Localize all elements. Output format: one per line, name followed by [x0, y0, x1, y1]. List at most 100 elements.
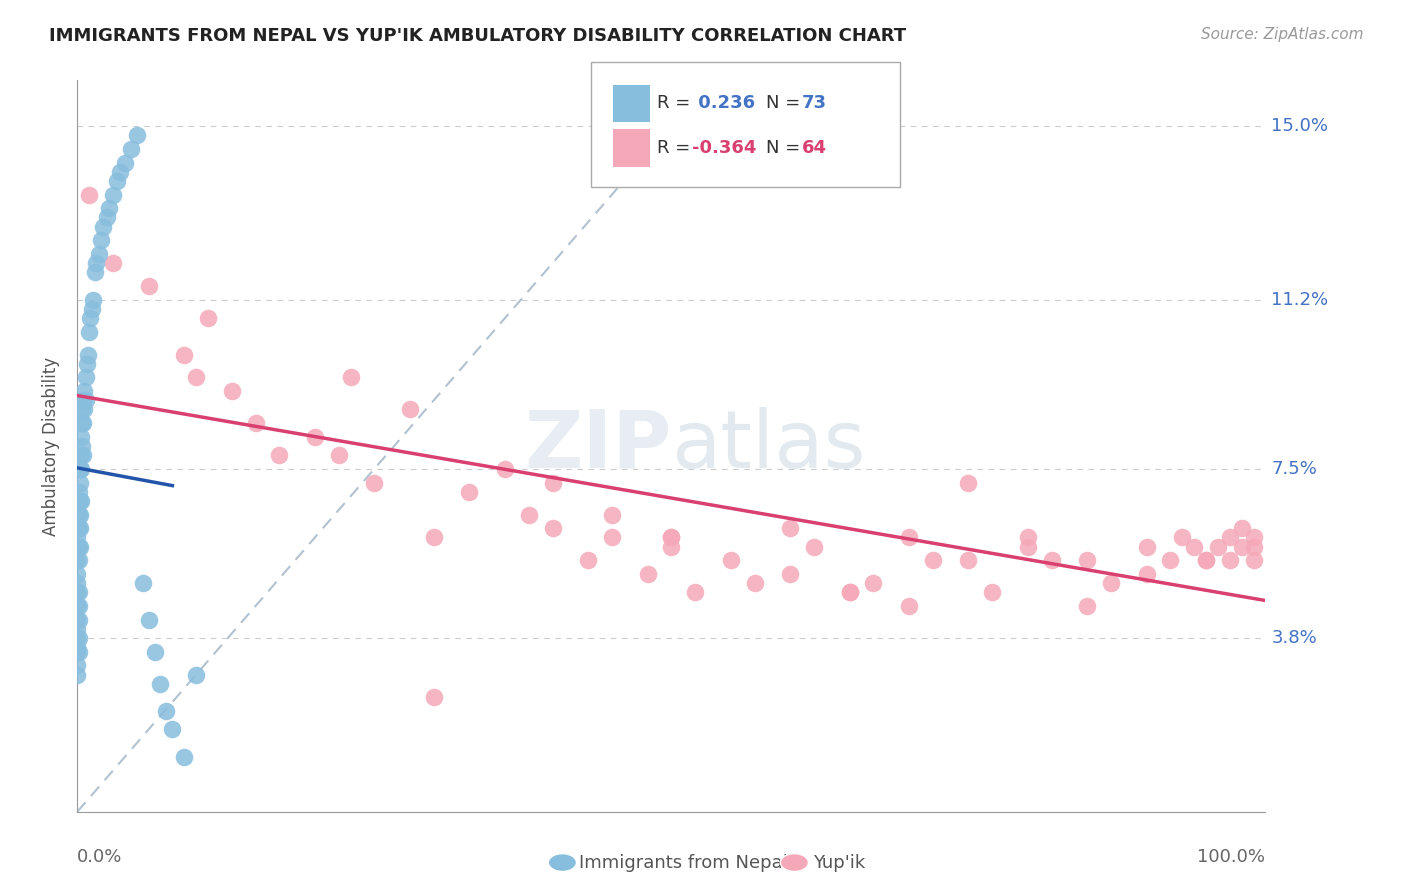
- Point: [921, 553, 943, 567]
- Point: [720, 553, 742, 567]
- Point: [67, 484, 90, 499]
- Point: [339, 370, 361, 384]
- Point: [1195, 553, 1218, 567]
- Point: [76, 357, 98, 371]
- Point: [1219, 530, 1241, 544]
- Point: [981, 585, 1004, 599]
- Point: [149, 676, 172, 690]
- Point: [114, 155, 136, 169]
- Point: [1076, 599, 1098, 613]
- Point: [328, 448, 350, 462]
- Point: [101, 256, 124, 270]
- Text: 7.5%: 7.5%: [1271, 460, 1317, 478]
- Point: [173, 347, 195, 362]
- Point: [803, 540, 825, 554]
- Point: [138, 613, 160, 627]
- Point: [67, 521, 90, 535]
- Point: [66, 622, 89, 636]
- Point: [143, 645, 166, 659]
- Point: [96, 211, 118, 225]
- Point: [1219, 553, 1241, 567]
- Point: [66, 540, 89, 554]
- Point: [69, 475, 91, 490]
- Point: [1017, 530, 1039, 544]
- Point: [1243, 553, 1265, 567]
- Point: [494, 462, 516, 476]
- Point: [101, 187, 124, 202]
- Point: [80, 301, 103, 316]
- Point: [66, 521, 89, 535]
- Point: [600, 530, 623, 544]
- Point: [86, 256, 108, 270]
- Point: [162, 723, 184, 737]
- Point: [69, 508, 91, 522]
- Point: [1206, 540, 1229, 554]
- Point: [541, 521, 564, 535]
- Point: [1230, 521, 1253, 535]
- Point: [661, 530, 683, 544]
- Point: [79, 311, 101, 326]
- Point: [66, 631, 89, 645]
- Point: [637, 567, 659, 582]
- Point: [82, 293, 104, 307]
- Point: [1182, 540, 1205, 554]
- Point: [66, 667, 89, 681]
- Point: [75, 370, 97, 384]
- Point: [66, 553, 89, 567]
- Point: [221, 384, 243, 399]
- Point: [73, 402, 96, 417]
- Point: [155, 704, 177, 718]
- Point: [245, 416, 267, 430]
- Point: [120, 142, 142, 156]
- Text: Ambulatory Disability: Ambulatory Disability: [42, 357, 60, 535]
- Point: [66, 585, 89, 599]
- Point: [66, 613, 89, 627]
- Point: [1171, 530, 1194, 544]
- Point: [517, 508, 540, 522]
- Point: [423, 690, 446, 705]
- Point: [131, 576, 153, 591]
- Point: [957, 553, 980, 567]
- Point: [66, 658, 89, 673]
- Point: [1243, 530, 1265, 544]
- Point: [541, 475, 564, 490]
- Point: [838, 585, 860, 599]
- Point: [84, 265, 107, 279]
- Point: [173, 749, 195, 764]
- Point: [66, 599, 89, 613]
- Point: [1230, 540, 1253, 554]
- Point: [779, 567, 801, 582]
- Point: [90, 233, 112, 247]
- Point: [70, 494, 93, 508]
- Point: [779, 521, 801, 535]
- Point: [138, 279, 160, 293]
- Point: [67, 645, 90, 659]
- Point: [70, 448, 93, 462]
- Point: [1099, 576, 1122, 591]
- Text: atlas: atlas: [672, 407, 866, 485]
- Point: [600, 508, 623, 522]
- Text: R =: R =: [657, 139, 696, 157]
- Point: [744, 576, 766, 591]
- Point: [69, 494, 91, 508]
- Point: [105, 174, 128, 188]
- Point: [67, 585, 90, 599]
- Point: [898, 599, 921, 613]
- Point: [67, 631, 90, 645]
- Point: [67, 494, 90, 508]
- Point: [1136, 540, 1159, 554]
- Point: [66, 640, 89, 655]
- Text: Yup'ik: Yup'ik: [813, 854, 865, 871]
- Text: -0.364: -0.364: [692, 139, 756, 157]
- Point: [304, 430, 326, 444]
- Point: [77, 187, 100, 202]
- Point: [197, 311, 219, 326]
- Text: 64: 64: [801, 139, 827, 157]
- Text: 100.0%: 100.0%: [1198, 848, 1265, 866]
- Point: [1076, 553, 1098, 567]
- Text: 0.236: 0.236: [692, 95, 755, 112]
- Text: 3.8%: 3.8%: [1271, 629, 1317, 647]
- Point: [69, 462, 91, 476]
- Point: [1136, 567, 1159, 582]
- Point: [77, 325, 100, 339]
